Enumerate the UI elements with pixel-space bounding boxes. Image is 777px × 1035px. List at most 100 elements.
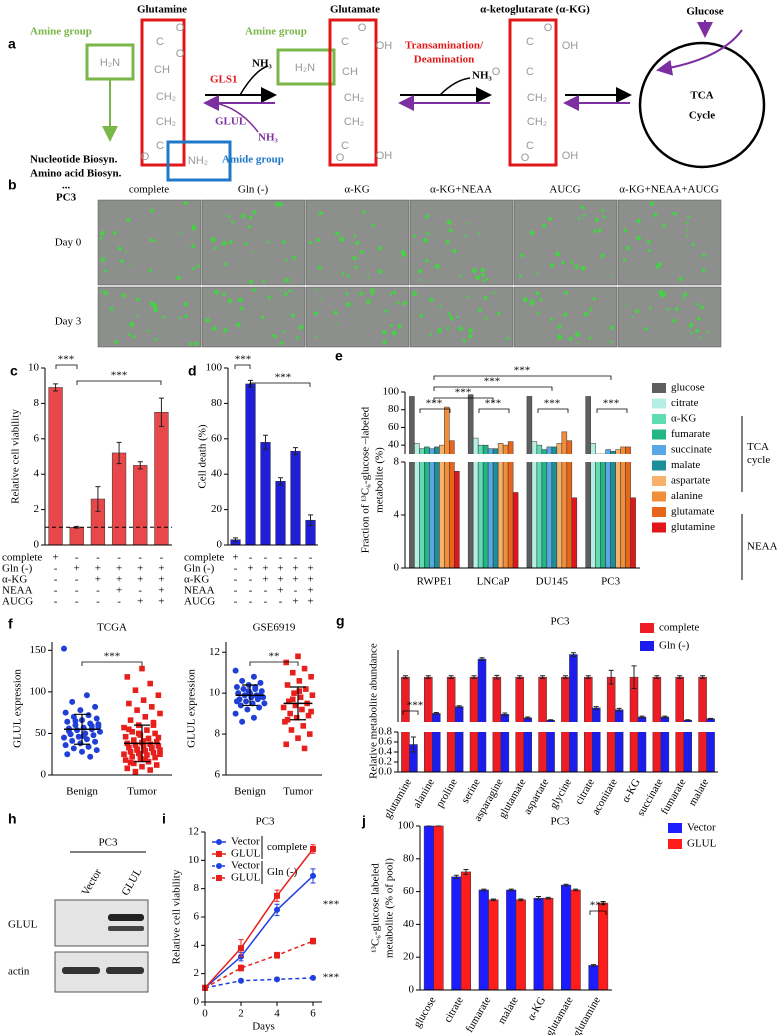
significance-bracket — [433, 375, 612, 380]
bar — [111, 452, 127, 546]
legend-label: Vector — [687, 822, 716, 834]
significance-bracket — [537, 408, 569, 413]
treatment-mark: + — [292, 596, 298, 608]
y-tick-label: 80 — [388, 403, 400, 415]
fluorescent-cell — [686, 221, 689, 224]
fluorescent-cell — [557, 334, 562, 339]
fluorescent-cell — [423, 237, 428, 243]
point — [292, 702, 299, 709]
treatment-mark: + — [137, 563, 143, 575]
legend-swatch — [652, 398, 666, 409]
bar — [625, 446, 631, 569]
point — [239, 718, 246, 725]
error-bar — [158, 397, 164, 427]
fluorescent-cell — [445, 239, 450, 244]
marker — [238, 945, 244, 952]
fluorescent-cell — [492, 291, 495, 295]
atom-label: OH — [562, 150, 579, 162]
legend-label: malate — [671, 459, 700, 471]
treatment-mark: - — [234, 563, 238, 575]
atom-label: CH₂ — [344, 92, 364, 104]
error-bar — [654, 675, 660, 680]
legend-label: alanine — [671, 490, 703, 502]
lane-label: GLUL — [119, 866, 144, 898]
x-tick-label: Benign — [66, 786, 98, 798]
legend-group-label: TCA — [747, 441, 769, 453]
fluorescent-cell — [417, 269, 423, 274]
fluorescent-cell — [458, 326, 464, 332]
atom-label: C — [156, 140, 164, 152]
bar — [614, 709, 624, 773]
fluorescent-cell — [478, 232, 481, 235]
marker — [310, 938, 316, 945]
fluorescent-cell — [252, 288, 256, 292]
point — [291, 690, 297, 696]
significance: *** — [407, 700, 424, 712]
treatment-mark: + — [116, 563, 122, 575]
molecule-name: Glutamate — [330, 4, 380, 16]
y-tick-label: 0 — [41, 769, 47, 781]
legend-label: GLUL — [231, 848, 261, 860]
fluorescent-cell — [129, 321, 135, 328]
y-axis-label: GLUL expression — [186, 669, 198, 748]
fluorescent-cell — [335, 323, 338, 326]
significance-bracket — [419, 408, 451, 413]
y-axis-label: Relative cell viability — [10, 409, 22, 504]
x-tick-label: alanine — [411, 777, 437, 811]
column-label: α-KG — [344, 184, 369, 196]
treatment-mark: + — [158, 596, 164, 608]
atom-label: O — [336, 152, 345, 164]
fluorescent-cell — [696, 316, 701, 321]
error-bar — [293, 447, 298, 456]
atom-label: NH₂ — [188, 155, 208, 167]
bar — [630, 497, 636, 569]
bar — [546, 446, 553, 569]
fluorescent-cell — [426, 231, 430, 236]
legend-group-label: NEAA — [747, 541, 777, 553]
fluorescent-cell — [536, 272, 539, 275]
point — [137, 755, 144, 762]
treatment-mark: + — [116, 574, 122, 586]
arrow — [656, 29, 743, 76]
error-bar — [540, 675, 546, 680]
amide-box — [166, 140, 232, 182]
fluorescent-cell — [227, 214, 231, 218]
error-bar — [95, 486, 101, 512]
x-tick-label: glucose — [411, 995, 438, 1030]
marker — [310, 974, 316, 981]
molecule-name: Glucose — [686, 6, 723, 18]
y-tick-label: 4 — [394, 509, 400, 521]
fluorescent-cell — [183, 201, 188, 206]
legend-swatch — [652, 507, 666, 517]
x-tick-label: 6 — [310, 1008, 316, 1020]
significance-bracket — [478, 408, 510, 413]
y-tick-label: 100 — [398, 820, 415, 832]
point — [88, 722, 95, 729]
fluorescent-cell — [153, 239, 157, 243]
fluorescent-cell — [248, 279, 254, 285]
fluorescent-cell — [600, 253, 605, 258]
significance-bracket — [433, 397, 494, 402]
y-axis-label: Cell death (%) — [197, 424, 209, 488]
legend-marker — [216, 875, 222, 881]
treatment-mark: - — [249, 552, 253, 564]
series-line — [204, 875, 314, 989]
treatment-mark: - — [138, 552, 142, 564]
legend-swatch — [652, 491, 666, 502]
significance: *** — [235, 354, 252, 366]
fluorescent-cell — [625, 304, 628, 307]
bar — [454, 706, 464, 773]
x-tick-label: α-KG — [620, 777, 643, 805]
fluorescent-cell — [339, 237, 345, 243]
arrow — [214, 102, 259, 133]
x-tick-label: LNCaP — [477, 576, 510, 588]
point — [93, 715, 100, 722]
point — [131, 737, 137, 743]
error-bar — [456, 705, 462, 709]
point — [283, 741, 290, 748]
legend-label: glutamate — [671, 506, 714, 518]
treatment-mark: + — [116, 585, 122, 597]
fluorescent-cell — [359, 291, 364, 296]
x-tick-label: RWPE1 — [417, 576, 452, 588]
point — [75, 733, 82, 740]
